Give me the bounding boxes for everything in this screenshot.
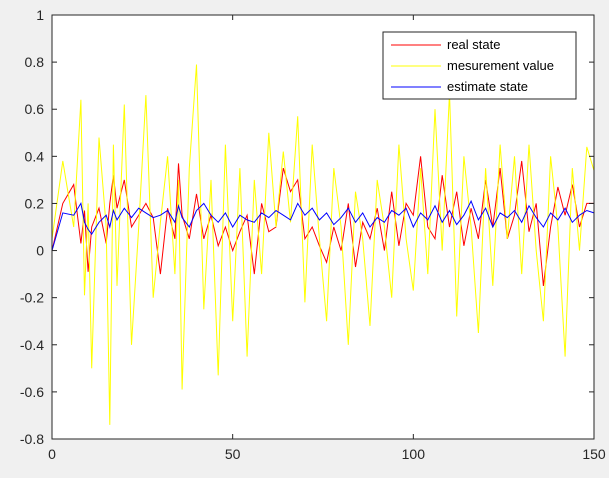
legend-label-estimate-state: estimate state xyxy=(447,79,528,94)
y-tick-label: -0.4 xyxy=(20,337,44,353)
series-line-mesurement-value xyxy=(51,64,595,425)
x-tick-label: 50 xyxy=(225,446,241,462)
x-tick-label: 100 xyxy=(402,446,426,462)
legend: real state mesurement value estimate sta… xyxy=(382,31,577,100)
legend-label-real-state: real state xyxy=(447,37,500,52)
legend-label-mesurement-value: mesurement value xyxy=(447,58,554,73)
x-tick-label: 150 xyxy=(582,446,606,462)
series-layer xyxy=(51,64,595,425)
y-tick-label: 1 xyxy=(36,7,44,23)
axes-layer xyxy=(51,14,595,440)
x-tick-label: 0 xyxy=(48,446,56,462)
plot-frame xyxy=(51,14,595,440)
y-tick-label: 0.2 xyxy=(25,195,45,211)
y-tick-label: 0.4 xyxy=(25,148,45,164)
series-line-estimate-state xyxy=(51,199,595,251)
y-tick-label: 0.6 xyxy=(25,101,45,117)
series-line-real-state xyxy=(51,156,594,286)
ticks-layer: 0 50 100 150 -0.8 -0.6 -0.4 -0.2 0 0.2 0.4 0.6 0.8 1 xyxy=(20,7,606,462)
y-tick-label: 0 xyxy=(36,243,44,259)
y-tick-label: 0.8 xyxy=(25,54,45,70)
y-tick-label: -0.2 xyxy=(20,290,44,306)
y-tick-label: -0.6 xyxy=(20,384,44,400)
y-tick-label: -0.8 xyxy=(20,431,44,447)
